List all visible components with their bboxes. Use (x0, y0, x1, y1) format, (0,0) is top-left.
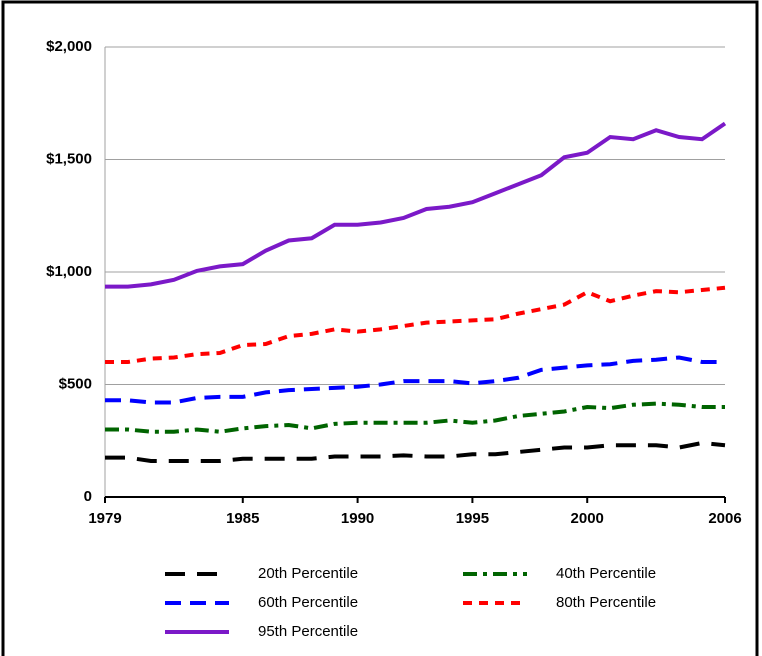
y-tick-label: $500 (59, 375, 92, 392)
x-tick-label: 1985 (226, 510, 259, 527)
x-tick-label: 1979 (88, 510, 121, 527)
legend-label: 60th Percentile (258, 594, 358, 611)
series-line (105, 285, 726, 364)
legend-label: 20th Percentile (258, 565, 358, 582)
y-tick-label: $2,000 (46, 38, 92, 55)
x-tick-label: 1995 (456, 510, 489, 527)
y-tick-label: 0 (84, 488, 92, 505)
legend-label: 80th Percentile (556, 594, 656, 611)
x-tick-label: 2006 (708, 510, 741, 527)
legend-label: 95th Percentile (258, 623, 358, 640)
series-line (105, 440, 726, 463)
y-tick-label: $1,000 (46, 263, 92, 280)
series-line (105, 355, 725, 405)
x-tick-label: 2000 (571, 510, 604, 527)
legend-label: 40th Percentile (556, 565, 656, 582)
series-line (105, 121, 727, 289)
y-tick-label: $1,500 (46, 150, 92, 167)
series-line (105, 401, 725, 434)
x-tick-label: 1990 (341, 510, 374, 527)
